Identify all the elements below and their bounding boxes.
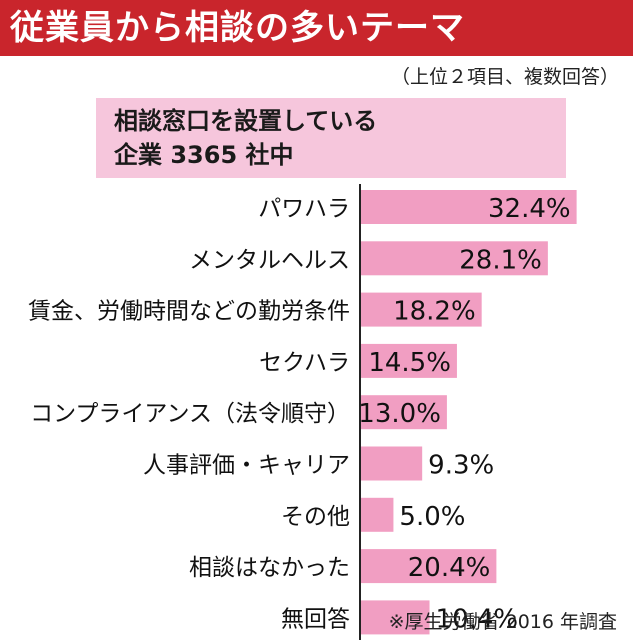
bar <box>360 241 548 276</box>
chart-title: 従業員から相談の多いテーマ <box>0 0 633 56</box>
category-label: 賃金、労働時間などの勤労条件 <box>28 299 350 325</box>
survey-note: （上位２項目、複数回答） <box>390 66 619 88</box>
value-label: 5.0% <box>399 502 465 532</box>
info-line-1: 相談窓口を設置している <box>114 107 378 135</box>
value-label: 13.0% <box>358 399 441 429</box>
value-label: 28.1% <box>459 245 542 275</box>
value-label: 9.3% <box>428 451 494 481</box>
bar <box>360 292 482 327</box>
bar <box>360 549 497 584</box>
category-label: その他 <box>281 504 350 530</box>
category-label: メンタルヘルス <box>189 247 350 273</box>
category-label: セクハラ <box>259 350 350 376</box>
category-label: 相談はなかった <box>189 555 350 581</box>
value-label: 20.4% <box>408 553 491 583</box>
bar <box>360 600 430 635</box>
bar <box>360 190 577 224</box>
value-label: 10.4% <box>436 604 519 634</box>
source-note: ※厚生労働省 2016 年調査 <box>388 611 617 633</box>
value-label: 18.2% <box>393 297 476 327</box>
bar <box>360 497 394 532</box>
bar <box>360 446 423 481</box>
info-line-2: 企業 3365 社中 <box>114 141 294 169</box>
category-label: パワハラ <box>258 196 350 222</box>
info-box: 相談窓口を設置している 企業 3365 社中 <box>96 98 566 178</box>
value-label: 32.4% <box>488 194 571 224</box>
category-label: 無回答 <box>281 606 350 632</box>
bar <box>360 343 457 378</box>
bar <box>360 395 447 430</box>
category-label: コンプライアンス（法令順守） <box>30 401 350 427</box>
category-label: 人事評価・キャリア <box>143 453 350 479</box>
value-label: 14.5% <box>368 348 451 378</box>
